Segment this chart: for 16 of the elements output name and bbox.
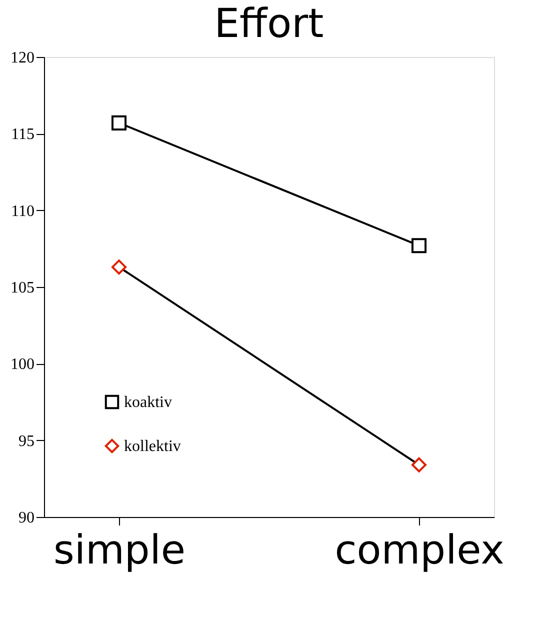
- point: [411, 457, 427, 472]
- y-tick-label: 115: [11, 126, 34, 144]
- legend-label: kollektiv: [124, 438, 181, 455]
- x-tick-label: complex: [334, 528, 504, 574]
- y-tick-label: 100: [10, 356, 34, 374]
- point: [411, 238, 427, 254]
- y-tick-label: 90: [18, 510, 34, 526]
- legend-label: koaktiv: [124, 394, 172, 411]
- y-tick-label: 110: [11, 202, 34, 220]
- x-tick-label: simple: [53, 528, 186, 574]
- y-tick-label: 95: [18, 432, 34, 450]
- y-tick-label: 120: [10, 50, 34, 66]
- chart-title: Effort: [214, 1, 324, 47]
- point: [111, 260, 127, 275]
- point: [111, 115, 127, 130]
- y-tick-label: 105: [10, 280, 34, 296]
